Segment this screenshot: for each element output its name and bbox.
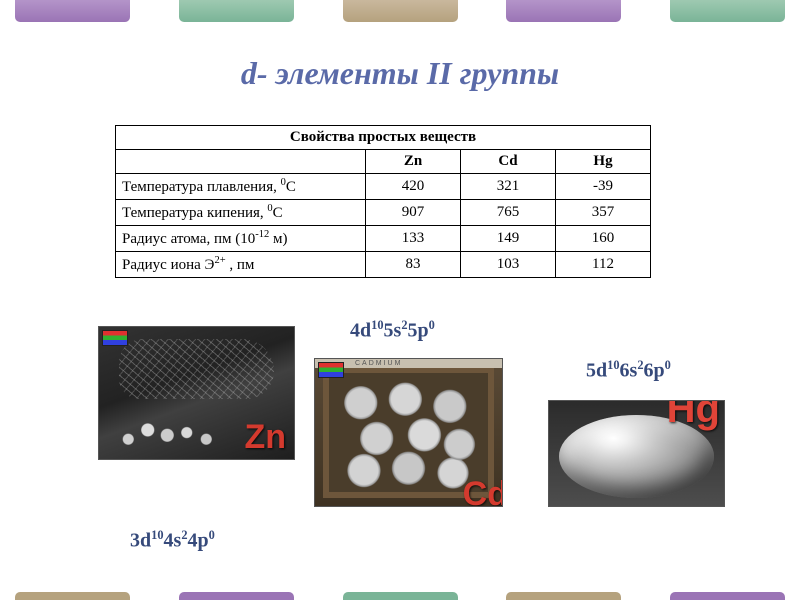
table-cell: 133 <box>366 226 461 252</box>
table-cell: 420 <box>366 174 461 200</box>
properties-table-wrap: Свойства простых веществZnCdHgТемператур… <box>115 125 651 278</box>
decor-bottom-bar <box>15 592 130 600</box>
table-cell: -39 <box>556 174 651 200</box>
table-cell: 321 <box>461 174 556 200</box>
table-row-label: Радиус иона Э2+ , пм <box>116 252 366 278</box>
table-row: Радиус атома, пм (10-12 м)133149160 <box>116 226 651 252</box>
table-row-label: Температура плавления, 0С <box>116 174 366 200</box>
properties-table: Свойства простых веществZnCdHgТемператур… <box>115 125 651 278</box>
element-card-zn: Zn <box>98 326 295 460</box>
decor-bottom-bar <box>670 592 785 600</box>
table-cell: 112 <box>556 252 651 278</box>
table-cell: 103 <box>461 252 556 278</box>
decor-top-bar <box>15 0 130 22</box>
config-label-zn: 3d104s24p0 <box>130 528 215 553</box>
config-label-cd: 4d105s25p0 <box>350 318 435 343</box>
element-symbol-cd: Cd <box>463 475 503 507</box>
table-cell: 357 <box>556 200 651 226</box>
decor-top-bar <box>506 0 621 22</box>
table-column-header: Zn <box>366 150 461 174</box>
element-symbol-hg: Hg <box>667 400 720 432</box>
table-row-label: Радиус атома, пм (10-12 м) <box>116 226 366 252</box>
properties-table-body: Свойства простых веществZnCdHgТемператур… <box>116 126 651 278</box>
table-row: Радиус иона Э2+ , пм83103112 <box>116 252 651 278</box>
decor-top-bars <box>0 0 800 22</box>
decor-bottom-bar <box>506 592 621 600</box>
config-label-hg: 5d106s26p0 <box>586 358 671 383</box>
slide-page: d- элементы II группы Свойства простых в… <box>0 0 800 600</box>
decor-top-bar <box>343 0 458 22</box>
decor-bottom-bars <box>0 592 800 600</box>
decor-bottom-bar <box>179 592 294 600</box>
element-symbol-zn: Zn <box>244 418 286 457</box>
table-cell: 83 <box>366 252 461 278</box>
table-caption: Свойства простых веществ <box>116 126 651 150</box>
table-header-empty <box>116 150 366 174</box>
table-column-header: Hg <box>556 150 651 174</box>
table-column-header: Cd <box>461 150 556 174</box>
table-row: Температура плавления, 0С420321-39 <box>116 174 651 200</box>
table-row-label: Температура кипения, 0С <box>116 200 366 226</box>
table-cell: 907 <box>366 200 461 226</box>
page-title: d- элементы II группы <box>0 55 800 92</box>
table-cell: 160 <box>556 226 651 252</box>
decor-bottom-bar <box>343 592 458 600</box>
decor-top-bar <box>179 0 294 22</box>
element-card-hg: Hg <box>548 400 725 507</box>
table-row: Температура кипения, 0С907765357 <box>116 200 651 226</box>
flag-icon <box>102 330 128 346</box>
decor-top-bar <box>670 0 785 22</box>
flag-icon <box>318 362 344 378</box>
table-cell: 765 <box>461 200 556 226</box>
table-cell: 149 <box>461 226 556 252</box>
element-card-cd: CADMIUM Cd <box>314 358 503 507</box>
